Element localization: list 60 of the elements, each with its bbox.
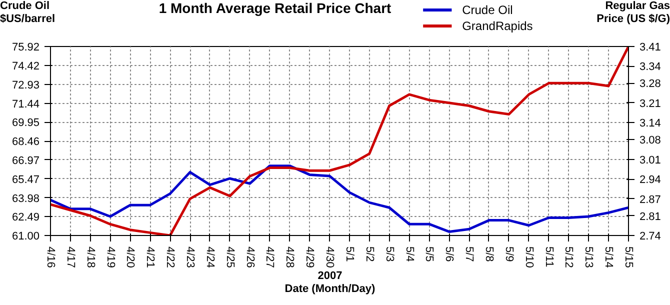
x-tick-label: 5/5 [423, 246, 436, 262]
y2-tick-label: 2.87 [640, 194, 661, 206]
y-tick-label: 61.00 [12, 230, 40, 242]
line-series [50, 164, 628, 233]
y-axis-title: Crude Oil $US/barrel [0, 0, 56, 26]
x-tick-label: 4/17 [64, 246, 76, 268]
x-tick-label: 5/11 [542, 246, 555, 268]
y-tick-label: 71.44 [12, 98, 40, 110]
x-tick-label: 5/14 [602, 246, 615, 268]
text: 2007 [318, 270, 342, 282]
x-tick-label: 5/13 [582, 246, 595, 268]
y-tick-label: 68.46 [12, 136, 40, 148]
x-tick-label: 5/15 [622, 246, 634, 268]
x-tick-label: 5/9 [502, 246, 515, 262]
y-tick-label: 75.92 [12, 42, 40, 54]
x-tick-label: 4/30 [324, 246, 336, 268]
x-tick-label: 4/18 [84, 246, 96, 268]
x-tick-label: 5/1 [343, 246, 356, 262]
y2-axis-title: Regular Gas Price (US $/G) [596, 0, 670, 26]
x-tick-label: 4/26 [244, 246, 256, 268]
y2-tick-label: 3.41 [640, 42, 661, 54]
y-tick-label: 62.49 [12, 212, 40, 224]
y-tick-label: 72.93 [12, 79, 40, 92]
x-tick-label: 4/22 [164, 246, 176, 268]
y2-tick-label: 3.34 [640, 61, 661, 74]
x-tick-label: 4/21 [144, 246, 156, 268]
x-tick-label: 5/6 [443, 246, 456, 262]
y2-tick-label: 3.21 [640, 98, 661, 110]
x-tick-label: 4/29 [304, 246, 316, 268]
legend-label: Crude Oil [462, 3, 513, 17]
y2-tick-label: 2.94 [640, 174, 661, 186]
x-tick-label: 4/16 [44, 246, 56, 268]
x-tick-label: 5/3 [383, 246, 396, 262]
x-tick-label: 4/20 [124, 246, 136, 268]
x-tick-label: 5/7 [463, 246, 476, 262]
x-tick-label: 5/2 [363, 246, 376, 262]
y2-tick-label: 3.28 [640, 78, 661, 90]
x-tick-label: 5/8 [482, 246, 495, 262]
y-tick-label: 66.97 [12, 154, 40, 167]
x-tick-label: 4/23 [184, 246, 196, 268]
legend-label: GrandRapids [462, 18, 533, 33]
x-tick-label: 4/28 [284, 246, 296, 268]
x-tick-label: 5/12 [562, 246, 575, 268]
x-tick-label: 4/19 [104, 246, 116, 268]
y2-tick-label: 3.01 [640, 154, 661, 166]
x-tick-label: 4/25 [224, 246, 236, 268]
y-tick-label: 69.95 [12, 117, 40, 130]
y2-tick-label: 2.81 [640, 210, 661, 223]
x-tick-label: 5/4 [403, 246, 416, 262]
chart-title: 1 Month Average Retail Price Chart [158, 0, 392, 17]
x-tick-label: 5/10 [522, 246, 535, 268]
x-axis-title: Date (Month/Day) [284, 283, 376, 296]
y-tick-label: 74.42 [12, 60, 40, 72]
y2-tick-label: 2.74 [640, 230, 661, 242]
y-tick-label: 65.47 [12, 174, 40, 186]
x-tick-label: 4/24 [204, 246, 216, 268]
x-tick-label: 4/27 [264, 246, 276, 268]
y-tick-label: 63.98 [12, 192, 40, 205]
y2-tick-label: 3.14 [640, 118, 661, 130]
y2-tick-label: 3.08 [640, 134, 661, 147]
